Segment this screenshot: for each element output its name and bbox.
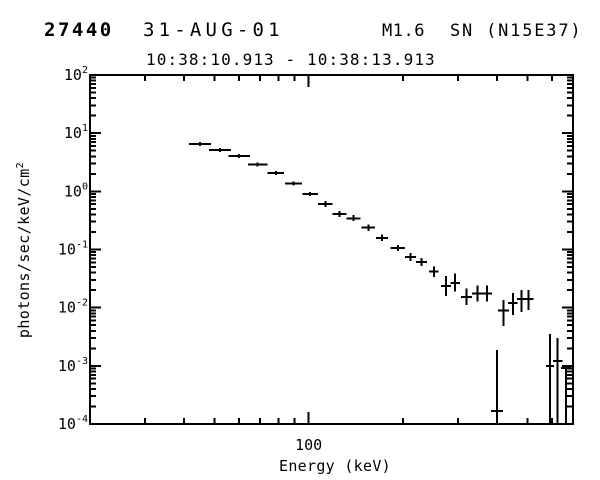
axis-frame <box>89 74 574 425</box>
x-tick-label: 100 <box>295 436 322 454</box>
y-tick-label: 10-4 <box>58 414 88 433</box>
y-axis-title: photons/sec/keV/cm2 <box>15 161 33 339</box>
flare-position: SN (N15E37) <box>450 21 583 41</box>
y-axis-title-exponent: 2 <box>15 161 26 169</box>
y-tick-label: 101 <box>64 123 88 142</box>
goes-class: M1.6 <box>382 21 425 41</box>
y-tick-label: 10-2 <box>58 298 88 317</box>
y-tick-label: 102 <box>64 65 88 84</box>
y-tick-label: 100 <box>64 181 88 200</box>
flare-date: 31-AUG-01 <box>143 19 284 41</box>
x-axis-title: Energy (keV) <box>279 457 391 475</box>
y-tick-label: 10-1 <box>58 240 88 259</box>
flare-number: 27440 <box>44 19 114 41</box>
y-axis-title-text: photons/sec/keV/cm <box>15 168 33 339</box>
time-interval: 10:38:10.913 - 10:38:13.913 <box>146 50 436 69</box>
y-tick-label: 10-3 <box>58 356 88 375</box>
